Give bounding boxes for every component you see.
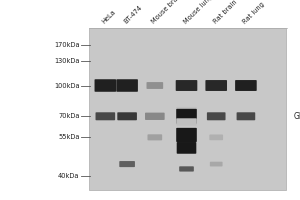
Text: GPC5: GPC5 xyxy=(294,112,300,121)
Text: 170kDa: 170kDa xyxy=(54,42,80,48)
FancyBboxPatch shape xyxy=(237,112,255,120)
FancyBboxPatch shape xyxy=(176,118,197,126)
Text: Mouse brain: Mouse brain xyxy=(151,0,184,25)
FancyBboxPatch shape xyxy=(176,109,197,124)
Text: BT-474: BT-474 xyxy=(123,4,143,25)
Text: HeLa: HeLa xyxy=(101,9,117,25)
FancyBboxPatch shape xyxy=(179,166,194,172)
FancyBboxPatch shape xyxy=(177,142,196,154)
Text: 55kDa: 55kDa xyxy=(58,134,80,140)
Text: Mouse lung: Mouse lung xyxy=(182,0,214,25)
Text: Rat brain: Rat brain xyxy=(212,0,238,25)
FancyBboxPatch shape xyxy=(145,113,165,120)
FancyBboxPatch shape xyxy=(146,82,163,89)
Text: 70kDa: 70kDa xyxy=(58,113,80,119)
Text: 40kDa: 40kDa xyxy=(58,173,80,179)
FancyBboxPatch shape xyxy=(117,112,137,120)
Text: 130kDa: 130kDa xyxy=(54,58,80,64)
FancyBboxPatch shape xyxy=(176,107,197,114)
FancyBboxPatch shape xyxy=(210,162,223,166)
FancyBboxPatch shape xyxy=(95,112,115,120)
Text: 100kDa: 100kDa xyxy=(54,83,80,89)
FancyBboxPatch shape xyxy=(206,80,227,91)
FancyBboxPatch shape xyxy=(209,134,223,140)
FancyBboxPatch shape xyxy=(94,79,116,92)
FancyBboxPatch shape xyxy=(176,80,197,91)
FancyBboxPatch shape xyxy=(119,161,135,167)
FancyBboxPatch shape xyxy=(88,28,286,190)
Text: Rat lung: Rat lung xyxy=(242,1,266,25)
FancyBboxPatch shape xyxy=(207,112,226,120)
FancyBboxPatch shape xyxy=(235,80,257,91)
FancyBboxPatch shape xyxy=(176,128,197,142)
FancyBboxPatch shape xyxy=(148,134,162,140)
FancyBboxPatch shape xyxy=(116,79,138,92)
